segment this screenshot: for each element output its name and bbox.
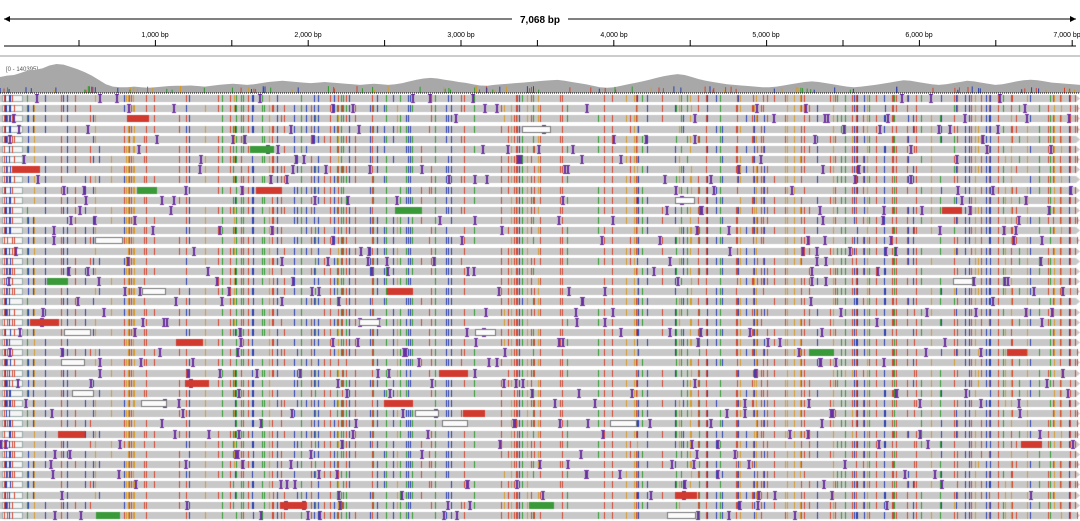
span-arrow-right (1070, 16, 1076, 22)
ruler-track[interactable]: 7,068 bp 1,000 bp 2,000 bp 3,000 bp 4,000 b… (0, 0, 1080, 60)
ruler-tick-label: 4,000 bp (600, 32, 627, 39)
ruler-tick-label: 5,000 bp (752, 32, 779, 39)
alignment-track[interactable] (0, 94, 1080, 521)
ruler-tick-label: 6,000 bp (905, 32, 932, 39)
coverage-range-label: [0 - 140395] (6, 67, 38, 73)
coverage-svg: [0 - 140395] (0, 64, 1080, 94)
ruler-tick-label: 3,000 bp (447, 32, 474, 39)
coverage-histogram (0, 64, 1080, 93)
coverage-mismatch-marks (0, 86, 1075, 93)
ruler-tick-label: 7,000 bp (1053, 32, 1080, 39)
alignment-reads-canvas[interactable] (0, 94, 1080, 521)
ruler-tick-label: 1,000 bp (141, 32, 168, 39)
coverage-track[interactable]: [0 - 140395] (0, 60, 1080, 94)
span-label: 7,068 bp (520, 15, 560, 26)
ruler-tick-label: 2,000 bp (294, 32, 321, 39)
span-arrow-left (4, 16, 10, 22)
ruler-svg: 7,068 bp 1,000 bp 2,000 bp 3,000 bp 4,000 b… (0, 12, 1080, 57)
ruler-ticks: 1,000 bp 2,000 bp 3,000 bp 4,000 bp 5,000 bp… (78, 32, 1080, 46)
